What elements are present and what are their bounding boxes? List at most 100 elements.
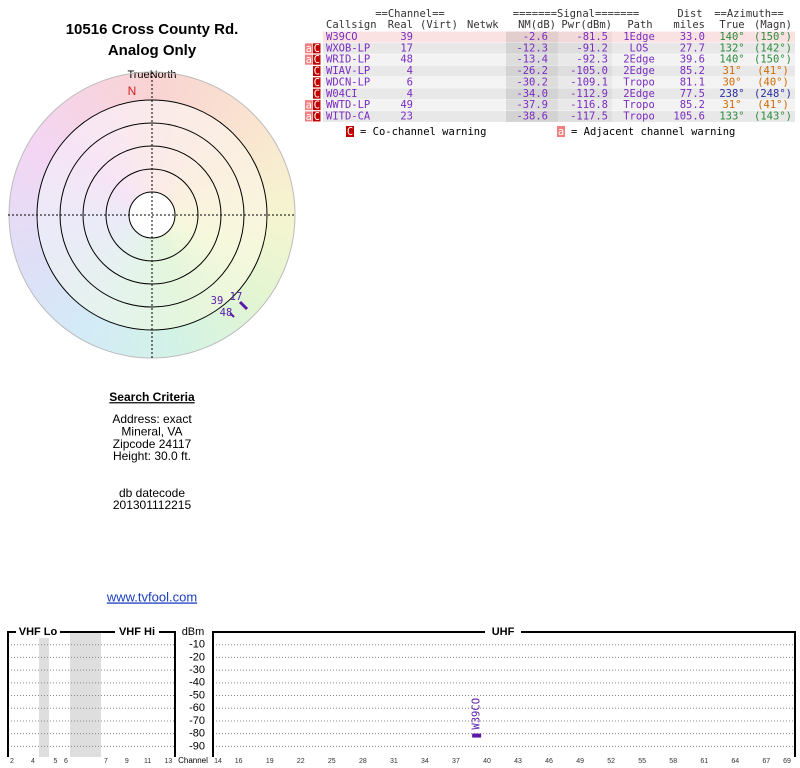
- y-tick-label: -70: [189, 715, 205, 727]
- signal-shade: [506, 65, 558, 77]
- group-header: =======Signal=======: [513, 8, 639, 20]
- signal-shade: [506, 42, 558, 54]
- datecode: 201301112215: [113, 498, 192, 512]
- table-cell: -26.2: [516, 65, 548, 77]
- channel-label: 28: [359, 758, 367, 765]
- channel-label: 67: [762, 758, 770, 765]
- y-tick-label: -90: [189, 740, 205, 752]
- y-tick-label: -40: [189, 677, 205, 689]
- channel-label: 7: [104, 758, 108, 765]
- flag-box: [313, 77, 321, 88]
- table-cell: WDCN-LP: [326, 76, 370, 88]
- signal-shade: [506, 88, 558, 100]
- table-cell: 132°: [719, 42, 744, 54]
- table-cell: Tropo: [623, 110, 655, 122]
- flag-box: [313, 111, 321, 122]
- channel-label: 64: [731, 758, 739, 765]
- table-cell: WRID-LP: [326, 54, 370, 66]
- flag-icon: C: [314, 111, 320, 123]
- table-cell: 23: [400, 110, 413, 122]
- column-header: miles: [673, 19, 705, 31]
- row-background: [323, 99, 795, 111]
- signal-shade: [558, 76, 612, 88]
- channel-label: 2: [10, 758, 14, 765]
- site-link[interactable]: www.tvfool.com: [106, 589, 197, 604]
- table-cell: -117.5: [570, 110, 608, 122]
- row-background: [323, 110, 795, 122]
- table-cell: 238°: [719, 88, 744, 100]
- channel-label: 34: [421, 758, 429, 765]
- group-header: ==Channel==: [375, 8, 445, 20]
- table-cell: WITD-CA: [326, 110, 371, 122]
- signal-shade: [558, 54, 612, 66]
- band-title-bg: [16, 626, 60, 638]
- table-cell: -81.5: [576, 31, 608, 43]
- signal-shade: [506, 31, 558, 43]
- column-header: (Virt): [420, 19, 458, 31]
- table-cell: -112.9: [570, 88, 608, 100]
- channel-label: 43: [514, 758, 522, 765]
- table-cell: WIAV-LP: [326, 65, 370, 77]
- signal-shade: [558, 65, 612, 77]
- column-header: Pwr(dBm): [561, 19, 612, 31]
- table-cell: 85.2: [680, 99, 705, 111]
- flag-icon: C: [314, 100, 320, 112]
- table-cell: 140°: [719, 54, 744, 66]
- north-mark: N: [128, 84, 137, 98]
- row-background: [323, 76, 795, 88]
- table-cell: -34.0: [516, 88, 548, 100]
- channel-label: 13: [165, 758, 173, 765]
- channel-label: 22: [297, 758, 305, 765]
- column-header: NM(dB): [518, 19, 556, 31]
- station-marker: [229, 312, 235, 318]
- flag-box: [313, 66, 321, 77]
- table-cell: (40°): [757, 76, 789, 88]
- station-marker: [238, 300, 249, 311]
- table-cell: 33.0: [680, 31, 705, 43]
- band-title: VHF Lo: [19, 626, 58, 638]
- table-cell: W04CI: [326, 88, 358, 100]
- true-north-label: TrueNorth: [127, 69, 176, 81]
- y-tick-label: -80: [189, 728, 205, 740]
- signal-shade: [506, 110, 558, 122]
- table-cell: Tropo: [623, 76, 655, 88]
- column-header: Callsign: [326, 19, 377, 31]
- channel-label: 5: [54, 758, 58, 765]
- table-cell: 39.6: [680, 54, 705, 66]
- y-axis-label: dBm: [182, 626, 205, 638]
- flag-box: [313, 43, 321, 54]
- row-background: [323, 42, 795, 54]
- signal-shade: [558, 99, 612, 111]
- column-header: Real: [388, 19, 413, 31]
- y-tick-label: -50: [189, 689, 205, 701]
- band-title: VHF Hi: [119, 626, 155, 638]
- flag-icon: a: [306, 43, 312, 55]
- legend-box: [346, 126, 354, 137]
- flag-box: [313, 88, 321, 99]
- channel-label: 69: [783, 758, 791, 765]
- table-cell: (142°): [754, 42, 792, 54]
- criteria-line: Address: exact: [112, 412, 192, 426]
- row-background: [323, 31, 795, 43]
- table-cell: 30°: [723, 76, 742, 88]
- signal-shade: [558, 31, 612, 43]
- flag-box: [313, 100, 321, 111]
- table-cell: 2Edge: [623, 88, 655, 100]
- table-cell: 27.7: [680, 42, 705, 54]
- mode-title: Analog Only: [108, 42, 197, 59]
- band-gap: [39, 632, 49, 757]
- panel-frame: [7, 631, 176, 757]
- column-header: Netwk: [467, 19, 499, 31]
- table-cell: W39CO: [326, 31, 358, 43]
- flag-box: [305, 54, 313, 65]
- table-cell: -13.4: [516, 54, 548, 66]
- table-cell: -38.6: [516, 110, 548, 122]
- table-cell: (41°): [757, 99, 789, 111]
- flag-icon: a: [306, 54, 312, 66]
- marker-label: 48: [220, 307, 233, 319]
- table-cell: 48: [400, 54, 413, 66]
- table-cell: 31°: [723, 99, 742, 111]
- channel-label: 40: [483, 758, 491, 765]
